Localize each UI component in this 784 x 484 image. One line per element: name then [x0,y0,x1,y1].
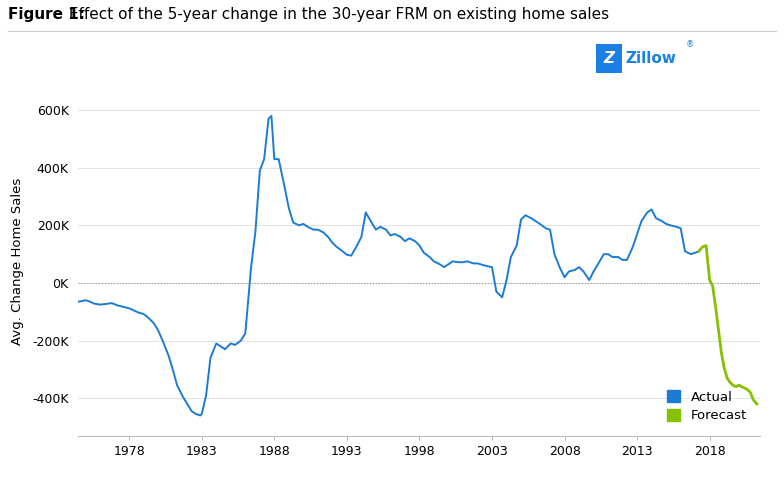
Text: Effect of the 5-year change in the 30-year FRM on existing home sales: Effect of the 5-year change in the 30-ye… [64,7,609,22]
Text: Zillow: Zillow [626,51,677,65]
Text: Figure 1:: Figure 1: [8,7,85,22]
Text: ®: ® [686,40,694,49]
Y-axis label: Avg. Change Home Sales: Avg. Change Home Sales [11,178,24,345]
Text: Z: Z [604,51,615,65]
Legend: Actual, Forecast: Actual, Forecast [661,384,754,429]
FancyBboxPatch shape [596,44,622,73]
